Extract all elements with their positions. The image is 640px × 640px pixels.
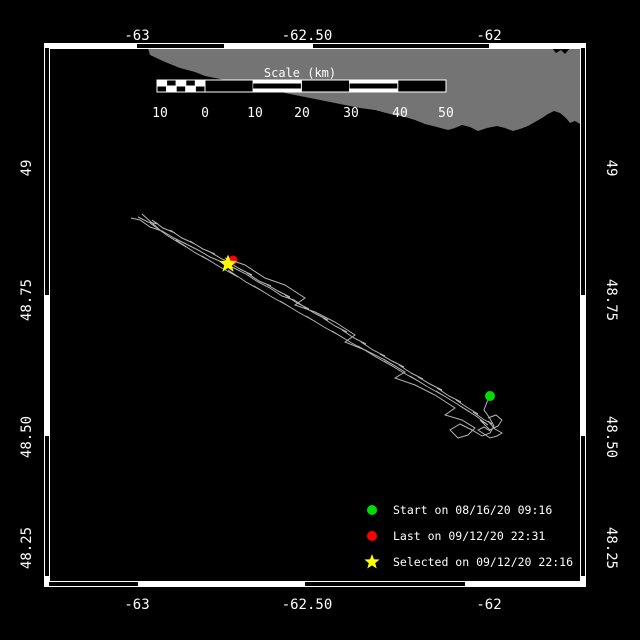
right-axis-label: 48.50: [603, 416, 619, 458]
track-line[interactable]: [137, 216, 503, 439]
bottom-axis-label: -62: [476, 597, 501, 613]
scalebar-checker-cell: [194, 79, 206, 87]
zebra-segment: [44, 295, 49, 436]
top-axis-label: -62.50: [282, 28, 333, 44]
right-axis-label: 48.25: [603, 527, 619, 569]
scalebar-checker-cell: [166, 85, 177, 93]
right-axis-label: 49: [603, 160, 619, 177]
start-position-marker[interactable]: [485, 391, 495, 401]
bottom-axis-label: -63: [124, 597, 149, 613]
legend-start-marker-icon: [367, 505, 377, 515]
scalebar-checker-cell: [166, 79, 177, 87]
scalebar-tick-label: 30: [343, 106, 359, 121]
scalebar-tick-label: 10: [152, 106, 168, 121]
scalebar-tick-label: 10: [247, 106, 263, 121]
legend-selected-star-icon: [364, 554, 380, 569]
zebra-segment: [489, 43, 586, 48]
scalebar-checker-cell: [194, 85, 206, 93]
scalebar-checker-cell: [156, 79, 168, 87]
legend-last-marker-icon: [367, 531, 377, 541]
top-axis-label: -62: [476, 28, 501, 44]
zebra-segment: [465, 582, 586, 587]
scalebar-tick-label: 40: [392, 106, 408, 121]
scalebar-checker-cell: [175, 85, 187, 93]
zebra-segment: [224, 43, 313, 48]
scalebar-outline: [156, 79, 447, 93]
selected-position-marker[interactable]: [219, 254, 237, 272]
legend-item-label: Start on 08/16/20 09:16: [393, 503, 552, 517]
map-frame: [44, 43, 586, 587]
right-axis-label: 48.75: [603, 279, 619, 321]
left-axis-label: 49: [19, 160, 35, 177]
left-axis-label: 48.50: [19, 416, 35, 458]
left-axis-label: 48.25: [19, 527, 35, 569]
axis-labels: -63 -62.50 -62 -63 -62.50 -62 49 48.75 48.50 48.2…: [19, 28, 619, 613]
track-line[interactable]: [141, 213, 503, 431]
scalebar-segment-stripe: [349, 83, 398, 89]
zebra-segment: [44, 576, 49, 587]
zebra-segment: [44, 43, 137, 48]
legend: Start on 08/16/20 09:16 Last on 09/12/20 …: [364, 503, 573, 569]
zebra-segment: [581, 295, 586, 436]
left-axis-label: 48.75: [19, 279, 35, 321]
scalebar-checker-cell: [185, 85, 196, 93]
zebra-segment: [138, 582, 305, 587]
map-markers[interactable]: [219, 254, 495, 402]
scalebar-tick-label: 0: [201, 106, 209, 121]
legend-item-label: Selected on 09/12/20 22:16: [393, 555, 573, 569]
zebra-segment: [581, 576, 586, 587]
scalebar-checker-cell: [175, 79, 187, 87]
track-line[interactable]: [130, 217, 307, 309]
scalebar-tick-label: 20: [294, 106, 310, 121]
top-axis-label: -63: [124, 28, 149, 44]
track-line[interactable]: [224, 257, 495, 439]
scalebar-segment: [300, 79, 351, 93]
bottom-axis-label: -62.50: [282, 597, 333, 613]
scalebar-title: Scale (km): [264, 66, 336, 80]
scalebar: Scale (km) 10 0 10 20 30 40 50: [152, 66, 454, 121]
scalebar-segment: [397, 79, 447, 93]
inner-frame-box: [49, 48, 581, 582]
scalebar-checker-cell: [185, 79, 196, 87]
scalebar-segment: [204, 79, 254, 93]
track[interactable]: [130, 213, 503, 439]
scalebar-checker-cell: [156, 85, 168, 93]
map-plot-area[interactable]: [50, 49, 580, 581]
scalebar-segment-stripe: [253, 83, 302, 89]
scalebar-tick-label: 50: [438, 106, 454, 121]
legend-item-label: Last on 09/12/20 22:31: [393, 529, 545, 543]
